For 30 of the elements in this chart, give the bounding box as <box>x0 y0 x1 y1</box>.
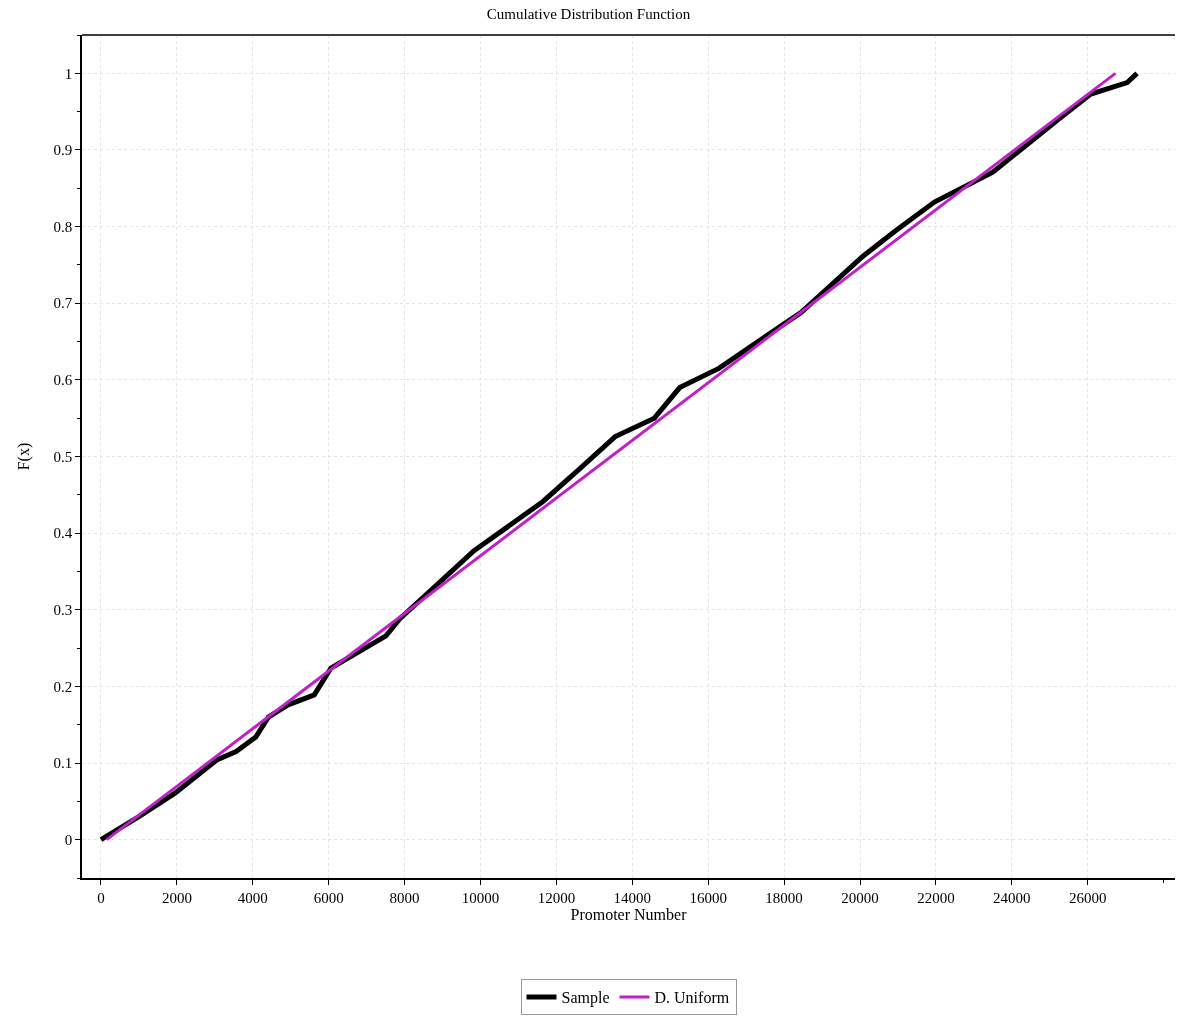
x-tick-label: 14000 <box>613 889 652 906</box>
y-tick-label: 0.3 <box>53 602 73 619</box>
x-tick-label: 2000 <box>161 889 192 906</box>
y-tick-label: 1 <box>64 65 73 82</box>
x-tick-label: 10000 <box>461 889 500 906</box>
x-tick-label: 18000 <box>765 889 803 906</box>
y-tick-label: 0.5 <box>53 448 73 465</box>
x-tick-label: 20000 <box>841 889 879 906</box>
x-tick-label: 12000 <box>537 889 576 906</box>
y-tick-label: 0.9 <box>53 142 73 159</box>
y-tick-label: 0.1 <box>53 755 73 772</box>
y-tick-label: 0.8 <box>53 218 73 235</box>
y-tick-label: 0.4 <box>53 525 73 542</box>
x-tick-label: 22000 <box>917 889 955 906</box>
y-axis-title: F(x) <box>14 442 33 471</box>
x-tick-label: 24000 <box>993 889 1031 906</box>
legend-label: D. Uniform <box>654 989 730 1007</box>
y-tick-label: 0.6 <box>53 372 73 389</box>
y-tick-label: 0.2 <box>53 678 73 695</box>
x-tick-label: 8000 <box>389 889 420 906</box>
chart-title: Cumulative Distribution Function <box>486 5 691 22</box>
y-tick-label: 0 <box>64 831 73 848</box>
legend-label: Sample <box>561 989 610 1008</box>
x-axis-title: Promoter Number <box>570 905 688 923</box>
x-tick-label: 6000 <box>313 889 344 906</box>
x-tick-label: 4000 <box>237 889 268 906</box>
y-tick-label: 0.7 <box>53 295 73 312</box>
x-tick-label: 0 <box>97 889 105 906</box>
x-tick-label: 16000 <box>689 889 727 906</box>
x-tick-label: 26000 <box>1068 889 1107 906</box>
